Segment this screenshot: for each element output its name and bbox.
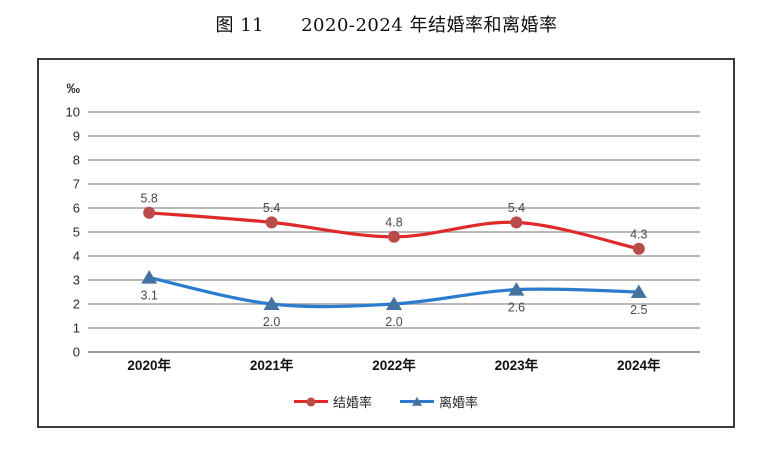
legend-item-marriage-rate: 结婚率: [293, 392, 372, 411]
chart-frame: 0 1 2 3 4 5 6 7 8 9 10 ‰ 2020年 2021年 2022年 2023年 2024年 5.…: [37, 58, 735, 428]
svg-text:1: 1: [73, 321, 80, 336]
marriage-rate-line-circle-icon: [293, 396, 328, 408]
svg-text:2024年: 2024年: [617, 357, 661, 373]
divorce-rate-line-triangle-icon: [400, 396, 434, 408]
legend-label-divorce-rate: 离婚率: [439, 395, 479, 410]
svg-text:5.4: 5.4: [508, 201, 525, 215]
svg-text:8: 8: [73, 153, 80, 168]
svg-text:6: 6: [73, 201, 80, 216]
legend-label-marriage-rate: 结婚率: [332, 395, 372, 410]
svg-text:2.0: 2.0: [385, 315, 402, 329]
svg-text:4: 4: [73, 249, 80, 264]
svg-text:4.3: 4.3: [630, 227, 647, 241]
svg-text:9: 9: [73, 129, 80, 144]
svg-text:4.8: 4.8: [385, 215, 402, 229]
svg-text:7: 7: [73, 177, 80, 192]
svg-text:2.0: 2.0: [263, 315, 280, 329]
svg-text:3.1: 3.1: [141, 289, 158, 303]
svg-text:2022年: 2022年: [372, 357, 416, 373]
svg-text:3: 3: [73, 273, 80, 288]
svg-text:2020年: 2020年: [127, 357, 171, 373]
line-chart: 0 1 2 3 4 5 6 7 8 9 10 ‰ 2020年 2021年 2022年 2023年 2024年 5.…: [66, 81, 700, 373]
svg-text:10: 10: [66, 105, 80, 120]
svg-text:0: 0: [73, 345, 80, 360]
svg-text:2021年: 2021年: [250, 357, 294, 373]
figure-title: 图 11 2020-2024 年结婚率和离婚率: [215, 15, 558, 36]
svg-text:2.6: 2.6: [508, 301, 525, 315]
svg-text:5.4: 5.4: [263, 201, 280, 215]
svg-text:5.8: 5.8: [141, 191, 158, 205]
svg-text:2: 2: [73, 297, 80, 312]
svg-text:2023年: 2023年: [495, 357, 539, 373]
svg-text:5: 5: [73, 225, 80, 240]
svg-text:‰: ‰: [67, 81, 81, 96]
legend: 结婚率 离婚率: [39, 392, 733, 411]
legend-item-divorce-rate: 离婚率: [400, 392, 478, 411]
svg-text:2.5: 2.5: [630, 303, 647, 317]
